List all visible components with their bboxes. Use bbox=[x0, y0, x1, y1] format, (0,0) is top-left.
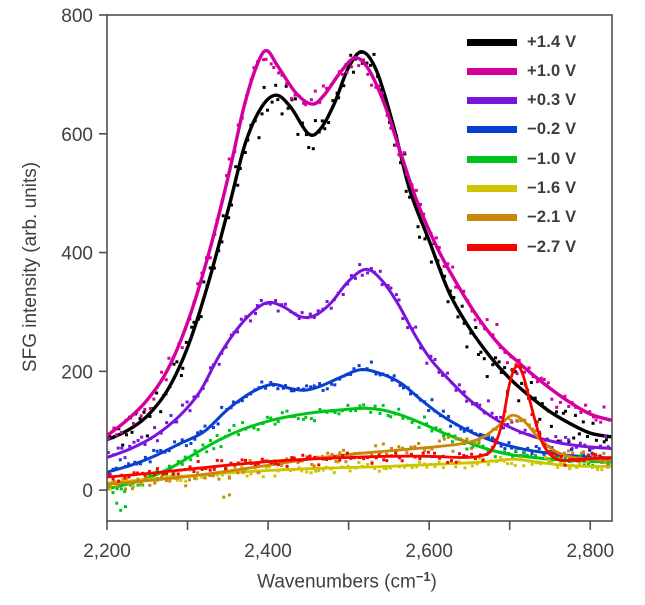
legend-swatch-m1-6-v bbox=[467, 185, 517, 192]
legend-label-p1-4-v: +1.4 V bbox=[527, 32, 577, 51]
legend-item-m0-2-v: −0.2 V bbox=[467, 120, 576, 140]
y-tick-label: 400 bbox=[61, 244, 93, 265]
fit-line-m2-7-v bbox=[107, 364, 612, 479]
legend-swatch-m2-7-v bbox=[467, 243, 517, 251]
x-axis-label-text: Wavenumbers (cm bbox=[257, 571, 416, 593]
series-m2-7-v bbox=[107, 363, 612, 483]
y-axis-ticks bbox=[99, 14, 107, 491]
legend-swatch-p0-3-v bbox=[467, 97, 517, 105]
plot-frame bbox=[106, 14, 613, 522]
y-tick-label: 0 bbox=[82, 481, 93, 502]
series-p1-0-v bbox=[107, 48, 612, 441]
legend-item-m1-6-v: −1.6 V bbox=[467, 179, 576, 199]
legend-label-m2-7-v: −2.7 V bbox=[527, 237, 577, 256]
x-tick-label: 2,200 bbox=[83, 541, 131, 562]
x-axis-label-close: ) bbox=[430, 571, 437, 593]
legend-label-m0-2-v: −0.2 V bbox=[527, 120, 577, 139]
legend-swatch-p1-4-v bbox=[467, 38, 517, 46]
legend-item-m2-7-v: −2.7 V bbox=[467, 237, 576, 257]
legend-item-p0-3-v: +0.3 V bbox=[467, 91, 576, 111]
series-p0-3-v bbox=[107, 263, 612, 460]
legend-label-m1-0-v: −1.0 V bbox=[527, 149, 577, 168]
legend-swatch-m1-0-v bbox=[467, 155, 517, 163]
y-tick-labels: 0 200 400 600 800 bbox=[61, 6, 93, 502]
fit-line-p0-3-v bbox=[107, 267, 612, 459]
x-tick-label: 2,600 bbox=[405, 541, 453, 562]
x-axis-ticks bbox=[106, 521, 592, 530]
legend-item-p1-0-v: +1.0 V bbox=[467, 61, 576, 81]
fit-line-p1-4-v bbox=[107, 50, 612, 442]
x-axis-label: Wavenumbers (cm−1) bbox=[197, 568, 497, 594]
x-tick-label: 2,800 bbox=[566, 541, 614, 562]
y-tick-label: 800 bbox=[61, 6, 93, 27]
series-p1-4-v bbox=[107, 50, 612, 458]
legend-label-p1-0-v: +1.0 V bbox=[527, 61, 577, 80]
series-m0-2-v bbox=[107, 360, 612, 477]
x-tick-label: 2,400 bbox=[244, 541, 292, 562]
legend-label-m2-1-v: −2.1 V bbox=[527, 208, 577, 227]
y-tick-label: 600 bbox=[61, 125, 93, 146]
legend-swatch-p1-0-v bbox=[467, 67, 517, 75]
legend-item-m2-1-v: −2.1 V bbox=[467, 208, 576, 228]
fit-line-p1-0-v bbox=[107, 48, 612, 438]
fit-line-m0-2-v bbox=[107, 368, 612, 474]
legend-swatch-m2-1-v bbox=[467, 214, 517, 222]
legend-swatch-m0-2-v bbox=[467, 126, 517, 134]
x-tick-labels: 2,200 2,400 2,600 2,800 bbox=[83, 541, 614, 562]
fit-line-m1-0-v bbox=[107, 406, 612, 491]
fit-line-m2-1-v bbox=[107, 413, 612, 486]
legend-item-m1-0-v: −1.0 V bbox=[467, 149, 576, 169]
y-axis-label: SFG intensity (arb. units) bbox=[20, 161, 41, 373]
legend-item-p1-4-v: +1.4 V bbox=[467, 32, 576, 52]
x-axis-label-superscript: −1 bbox=[415, 568, 431, 584]
legend-label-m1-6-v: −1.6 V bbox=[527, 179, 577, 197]
y-tick-label: 200 bbox=[61, 362, 93, 383]
legend-label-p0-3-v: +0.3 V bbox=[527, 91, 577, 110]
